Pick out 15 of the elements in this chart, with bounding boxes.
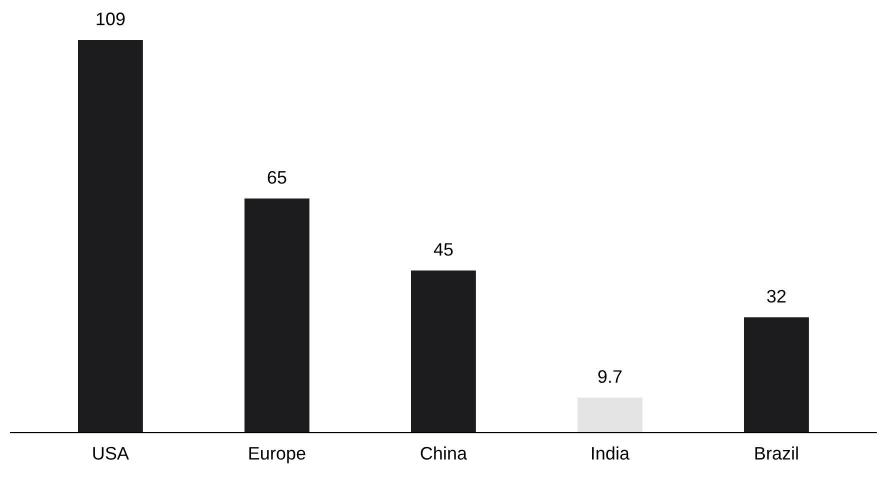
x-tick-label: China bbox=[420, 446, 468, 460]
x-tick-label: India bbox=[592, 446, 630, 460]
data-label: 9.7 bbox=[598, 370, 622, 383]
bar bbox=[78, 40, 143, 433]
x-tick-label: USA bbox=[93, 446, 129, 460]
bar bbox=[244, 198, 310, 433]
data-label: 65 bbox=[268, 170, 286, 184]
bar bbox=[577, 398, 642, 433]
data-label: 32 bbox=[767, 290, 786, 303]
data-label: 45 bbox=[434, 243, 453, 256]
bar bbox=[410, 270, 476, 433]
bar bbox=[744, 317, 809, 433]
data-label: 109 bbox=[96, 12, 125, 26]
x-tick-label: Brazil bbox=[755, 446, 798, 460]
x-tick-label: Europe bbox=[249, 447, 306, 464]
